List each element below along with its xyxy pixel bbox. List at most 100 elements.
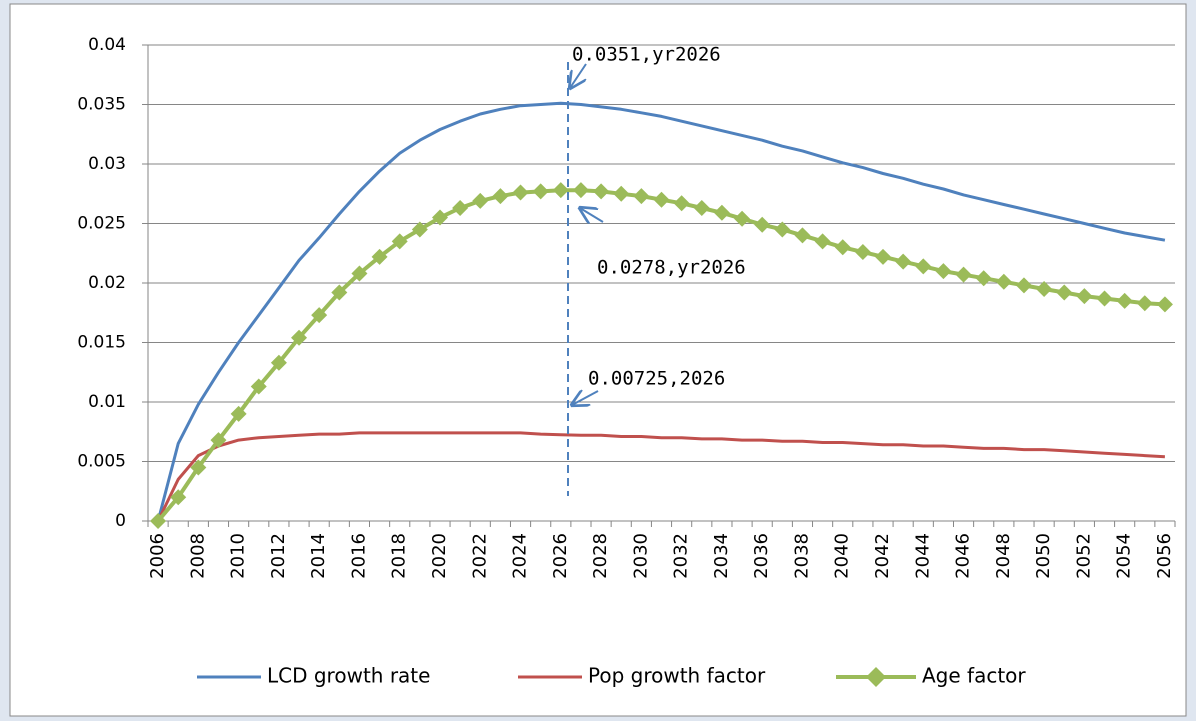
x-tick-label: 2038	[791, 533, 812, 579]
data-point	[431, 209, 448, 226]
x-tick-label: 2050	[1033, 533, 1054, 579]
x-tick-label: 2026	[550, 533, 571, 579]
data-point	[291, 329, 308, 346]
y-tick-label: 0.01	[88, 392, 126, 412]
data-point	[734, 210, 751, 227]
x-tick-label: 2040	[832, 533, 853, 579]
x-tick-label: 2042	[872, 533, 893, 579]
y-tick-label: 0.03	[88, 154, 126, 174]
x-tick-label: 2022	[469, 533, 490, 579]
data-point	[713, 204, 730, 221]
x-tick-label: 2012	[268, 533, 289, 579]
data-point	[794, 227, 811, 244]
data-point	[230, 405, 247, 422]
data-point	[975, 270, 992, 287]
data-point	[351, 265, 368, 282]
x-tick-label: 2018	[389, 533, 410, 579]
y-tick-label: 0.025	[77, 214, 126, 234]
data-point	[572, 182, 589, 199]
data-point	[1116, 292, 1133, 309]
y-tick-label: 0.005	[77, 452, 126, 472]
data-point	[250, 378, 267, 395]
legend-label: LCD growth rate	[267, 664, 430, 688]
x-tick-label: 2020	[429, 533, 450, 579]
data-point	[552, 182, 569, 199]
x-tick-label: 2010	[228, 533, 249, 579]
x-tick-label: 2024	[510, 533, 531, 579]
data-point	[1015, 277, 1032, 294]
x-tick-label: 2028	[590, 533, 611, 579]
x-tick-label: 2032	[671, 533, 692, 579]
data-point	[875, 248, 892, 265]
legend-label: Pop growth factor	[588, 664, 766, 688]
data-point	[754, 216, 771, 233]
series-line	[156, 431, 1165, 522]
data-point	[693, 200, 710, 217]
data-point	[854, 244, 871, 261]
data-point	[895, 253, 912, 270]
data-point	[371, 248, 388, 265]
data-point	[995, 273, 1012, 290]
data-point	[411, 221, 428, 238]
annotation-arrow	[570, 63, 587, 88]
y-tick-label: 0	[115, 511, 126, 531]
data-point	[814, 233, 831, 250]
data-point	[532, 183, 549, 200]
data-point	[311, 307, 328, 324]
x-tick-label: 2034	[711, 533, 732, 579]
x-tick-label: 2052	[1073, 533, 1094, 579]
data-point	[653, 191, 670, 208]
annotation-arrow	[572, 391, 599, 405]
data-point	[150, 513, 167, 529]
data-point	[170, 489, 187, 506]
annotation-arrow	[580, 208, 604, 222]
x-tick-label: 2056	[1154, 533, 1175, 579]
annotation: 0.0278,yr2026	[597, 257, 746, 279]
x-tick-label: 2030	[630, 533, 651, 579]
x-tick-label: 2008	[187, 533, 208, 579]
x-tick-label: 2006	[147, 533, 168, 579]
data-point	[452, 200, 469, 217]
data-point	[210, 432, 227, 449]
y-tick-label: 0.04	[88, 35, 126, 55]
chart-frame	[9, 3, 1187, 717]
data-point	[915, 258, 932, 275]
y-tick-label: 0.02	[88, 273, 126, 293]
legend-marker	[866, 667, 886, 687]
data-point	[472, 192, 489, 209]
y-tick-label: 0.015	[77, 333, 126, 353]
data-point	[834, 239, 851, 256]
data-point	[1076, 288, 1093, 305]
data-point	[492, 188, 509, 205]
x-tick-label: 2014	[308, 533, 329, 579]
y-tick-label: 0.035	[77, 95, 126, 115]
plot-area: 0 0.005 0.01 0.015 0.02 0.025 0.03 0.035 0.04 200…	[77, 35, 1176, 579]
x-tick-label: 2054	[1114, 533, 1135, 579]
data-point	[1136, 295, 1153, 312]
data-point	[1056, 284, 1073, 301]
data-point	[633, 188, 650, 205]
data-point	[391, 233, 408, 250]
data-point	[190, 459, 207, 476]
annotation: 0.0351,yr2026	[572, 44, 721, 66]
data-point	[774, 221, 791, 238]
annotation: 0.00725,2026	[588, 368, 725, 390]
data-point	[1036, 280, 1053, 297]
data-point	[593, 183, 610, 200]
x-tick-label: 2048	[993, 533, 1014, 579]
data-point	[935, 263, 952, 280]
legend-label: Age factor	[922, 664, 1026, 688]
x-tick-label: 2046	[953, 533, 974, 579]
x-tick-label: 2016	[348, 533, 369, 579]
data-point	[512, 184, 529, 201]
x-tick-label: 2036	[751, 533, 772, 579]
data-point	[1096, 290, 1113, 307]
data-point	[613, 185, 630, 202]
data-point	[673, 195, 690, 212]
series-line	[156, 101, 1166, 522]
data-point	[1156, 296, 1173, 313]
data-point	[955, 266, 972, 283]
data-point	[270, 354, 287, 371]
